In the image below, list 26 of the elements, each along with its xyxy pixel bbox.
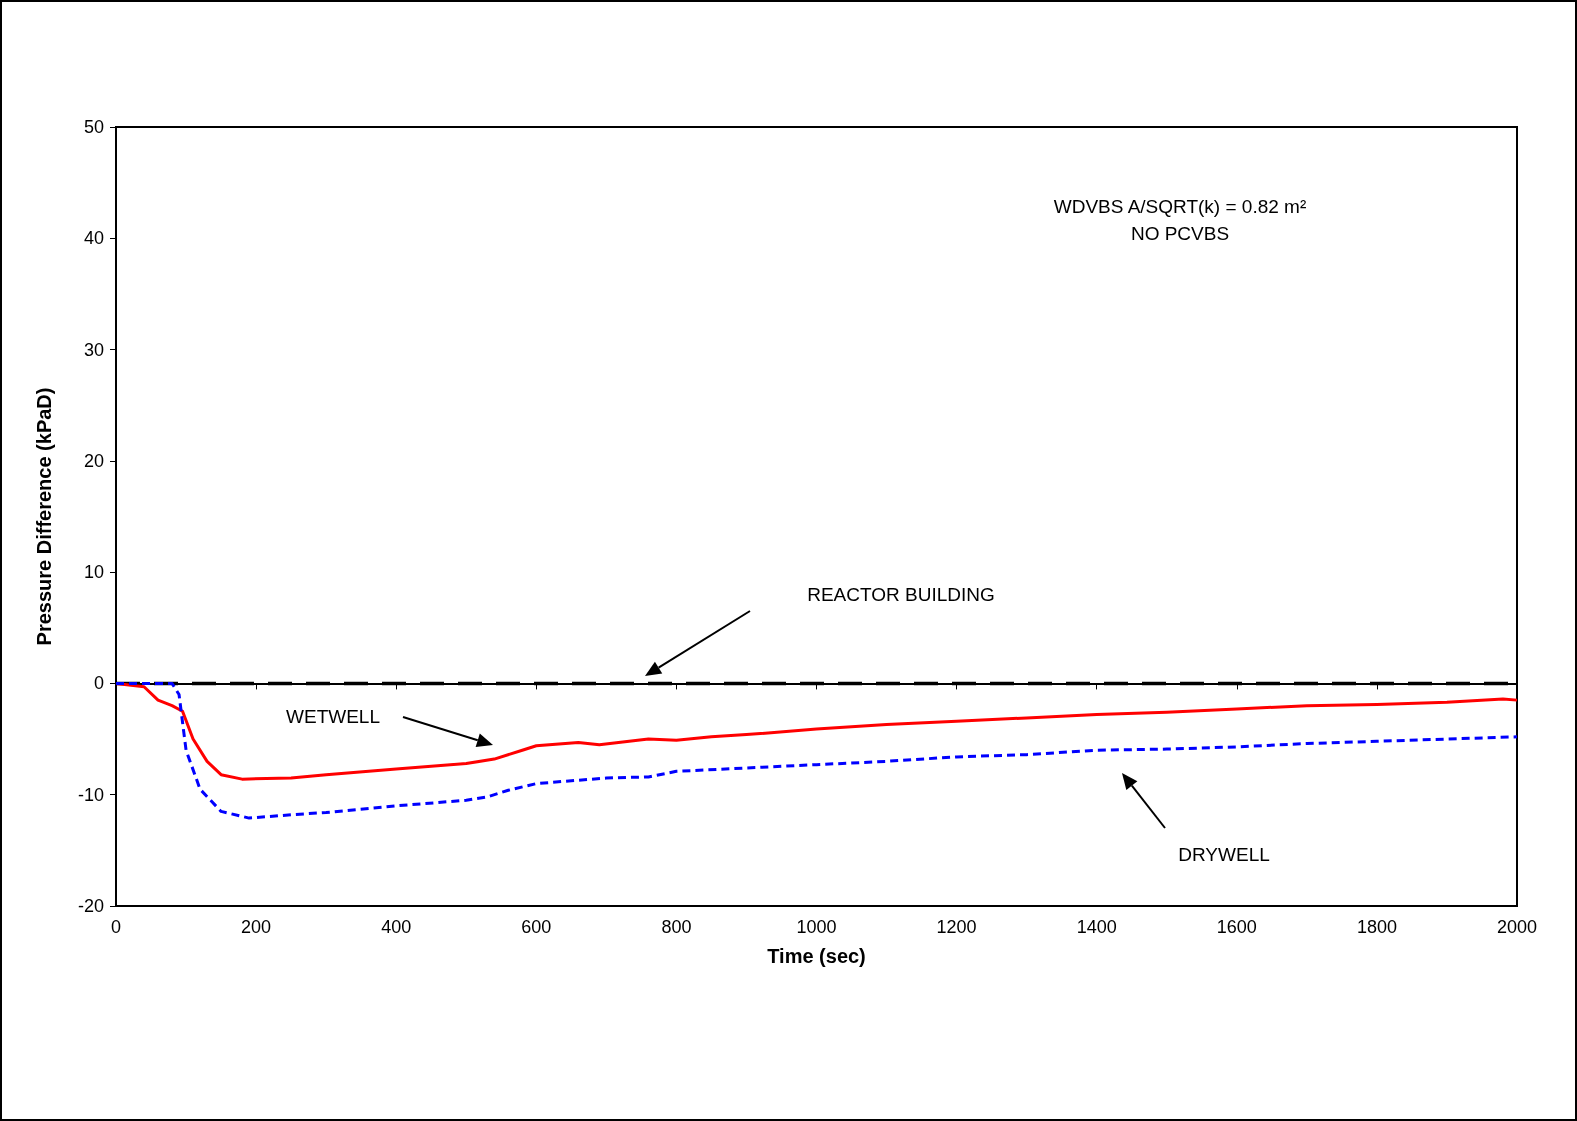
y-tick-label: 40	[83, 228, 104, 249]
x-tick-label: 400	[381, 917, 412, 937]
annotation: DRYWELL	[1178, 843, 1270, 865]
x-tick-label: 600	[521, 917, 552, 937]
annotation: REACTOR BUILDING	[807, 583, 995, 605]
y-tick-label: -10	[77, 784, 104, 805]
x-tick-label: 1800	[1356, 917, 1397, 937]
annotation: WDVBS A/SQRT(k) = 0.82 m²	[1053, 195, 1307, 217]
x-axis-title: Time (sec)	[767, 945, 866, 967]
annotation: WETWELL	[286, 705, 380, 727]
y-axis-title: Pressure Difference (kPaD)	[33, 387, 55, 646]
x-tick-label: 200	[241, 917, 272, 937]
annotation: NO PCVBS	[1130, 222, 1230, 244]
x-tick-label: 1400	[1076, 917, 1117, 937]
y-tick-label: 50	[83, 117, 104, 137]
y-tick-label: 0	[93, 673, 104, 694]
x-tick-label: 0	[110, 917, 122, 937]
x-tick-label: 2000	[1496, 917, 1538, 937]
y-tick-label: 20	[83, 450, 104, 471]
x-tick-label: 1000	[796, 917, 837, 937]
x-tick-label: 800	[661, 917, 692, 937]
y-tick-label: 10	[83, 562, 104, 583]
x-tick-label: 1200	[936, 917, 977, 937]
y-tick-label: 30	[83, 339, 104, 360]
y-tick-label: -20	[77, 896, 104, 916]
x-tick-label: 1600	[1216, 917, 1257, 937]
